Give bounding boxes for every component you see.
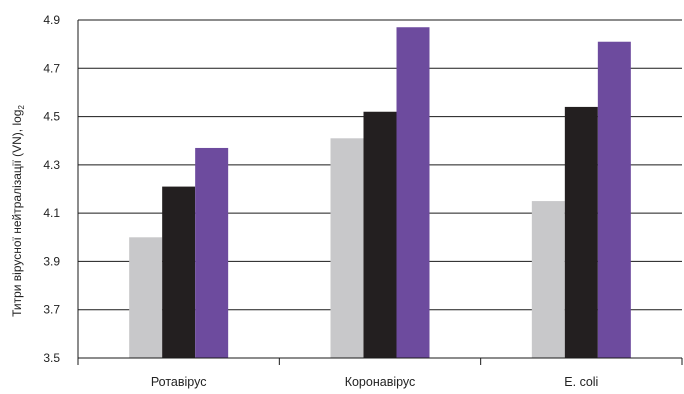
bar [162, 186, 196, 358]
bar [195, 147, 229, 358]
y-tick-label: 3.9 [43, 254, 60, 268]
bar [330, 138, 364, 358]
bar [564, 106, 598, 359]
bar [363, 111, 397, 358]
y-tick-label: 4.5 [43, 110, 60, 124]
bar [531, 201, 565, 358]
bar [597, 41, 631, 358]
y-tick-label: 4.1 [43, 206, 60, 220]
y-tick-label: 4.7 [43, 61, 60, 75]
y-tick-labels: 3.5 3.7 3.9 4.1 4.3 4.5 4.7 4.9 [43, 13, 60, 365]
y-axis-label-subscript: 2 [17, 105, 26, 110]
x-tick-label: Ротавірус [151, 375, 207, 389]
y-tick-label: 3.5 [43, 351, 60, 365]
y-tick-label: 3.7 [43, 303, 60, 317]
axes [77, 20, 683, 365]
y-tick-label: 4.3 [43, 158, 60, 172]
x-tick-labels: Ротавірус Коронавірус E. coli [151, 375, 598, 389]
y-axis-label-text: Титри вірусної нейтралізації (VN), log [10, 110, 24, 317]
bar [396, 27, 430, 358]
y-axis-label: Титри вірусної нейтралізації (VN), log2 [10, 105, 26, 317]
x-tick-label: E. coli [564, 375, 598, 389]
x-tick-label: Коронавірус [345, 375, 416, 389]
bars [129, 27, 631, 359]
bar [129, 237, 163, 358]
y-tick-label: 4.9 [43, 13, 60, 27]
